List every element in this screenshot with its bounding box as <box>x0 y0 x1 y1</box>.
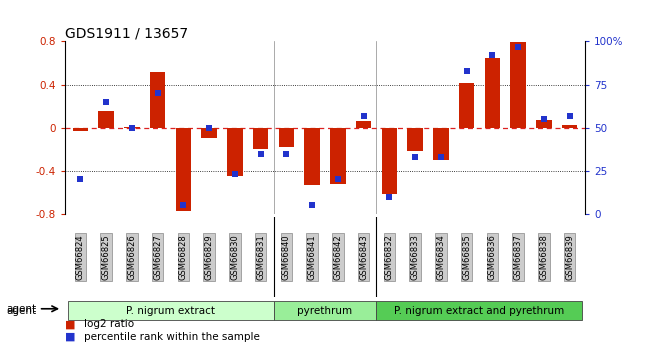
Text: P. nigrum extract and pyrethrum: P. nigrum extract and pyrethrum <box>395 306 565 315</box>
Point <box>462 68 472 73</box>
Bar <box>124 127 140 128</box>
Bar <box>98 111 114 128</box>
Point <box>513 44 523 49</box>
Text: GSM66832: GSM66832 <box>385 234 394 280</box>
Text: GSM66843: GSM66843 <box>359 234 368 280</box>
Text: GSM66839: GSM66839 <box>565 234 574 280</box>
Bar <box>202 128 217 138</box>
Point <box>307 203 317 208</box>
Bar <box>459 83 474 128</box>
Text: GSM66824: GSM66824 <box>76 234 85 280</box>
Text: GSM66838: GSM66838 <box>540 234 549 280</box>
Point <box>564 113 575 118</box>
Text: agent: agent <box>6 306 36 315</box>
FancyBboxPatch shape <box>274 301 376 320</box>
Bar <box>227 128 242 176</box>
Point <box>75 177 86 182</box>
Text: ■: ■ <box>65 332 75 342</box>
Text: GSM66835: GSM66835 <box>462 234 471 280</box>
Point <box>255 151 266 156</box>
Point <box>436 154 446 160</box>
Point <box>487 52 497 58</box>
Bar <box>73 128 88 131</box>
Text: GSM66841: GSM66841 <box>307 234 317 280</box>
Point <box>333 177 343 182</box>
Text: GSM66831: GSM66831 <box>256 234 265 280</box>
Text: GSM66833: GSM66833 <box>411 234 420 280</box>
Point <box>127 125 137 130</box>
Text: agent: agent <box>6 304 36 314</box>
Text: P. nigrum extract: P. nigrum extract <box>126 306 215 315</box>
Text: pyrethrum: pyrethrum <box>298 306 352 315</box>
Bar <box>485 58 500 128</box>
Text: percentile rank within the sample: percentile rank within the sample <box>84 332 261 342</box>
Text: log2 ratio: log2 ratio <box>84 319 135 329</box>
Text: GSM66827: GSM66827 <box>153 234 162 280</box>
Bar <box>150 71 165 128</box>
Text: GSM66836: GSM66836 <box>488 234 497 280</box>
Text: ■: ■ <box>65 319 75 329</box>
Point <box>101 99 111 105</box>
Bar <box>304 128 320 185</box>
Bar <box>510 42 526 128</box>
Text: GSM66842: GSM66842 <box>333 234 343 280</box>
Text: GSM66828: GSM66828 <box>179 234 188 280</box>
Point <box>410 154 421 160</box>
Point <box>178 203 188 208</box>
Bar <box>356 121 371 128</box>
Point <box>204 125 214 130</box>
Point <box>281 151 292 156</box>
Bar <box>536 120 552 128</box>
Text: GSM66829: GSM66829 <box>205 234 214 280</box>
Point <box>229 171 240 177</box>
Text: GSM66830: GSM66830 <box>230 234 239 280</box>
FancyBboxPatch shape <box>376 301 582 320</box>
Text: GSM66826: GSM66826 <box>127 234 136 280</box>
Bar <box>408 128 422 151</box>
FancyBboxPatch shape <box>68 301 274 320</box>
Bar <box>176 128 191 211</box>
Bar <box>253 128 268 149</box>
Point <box>153 90 163 96</box>
Text: GSM66837: GSM66837 <box>514 234 523 280</box>
Point <box>358 113 369 118</box>
Bar <box>382 128 397 195</box>
Bar <box>279 128 294 147</box>
Text: GSM66834: GSM66834 <box>436 234 445 280</box>
Point <box>539 116 549 122</box>
Bar <box>433 128 448 160</box>
Text: GSM66825: GSM66825 <box>101 234 111 280</box>
Bar <box>562 126 577 128</box>
Point <box>384 194 395 199</box>
Bar <box>330 128 346 184</box>
Text: GSM66840: GSM66840 <box>282 234 291 280</box>
Text: GDS1911 / 13657: GDS1911 / 13657 <box>65 26 188 40</box>
